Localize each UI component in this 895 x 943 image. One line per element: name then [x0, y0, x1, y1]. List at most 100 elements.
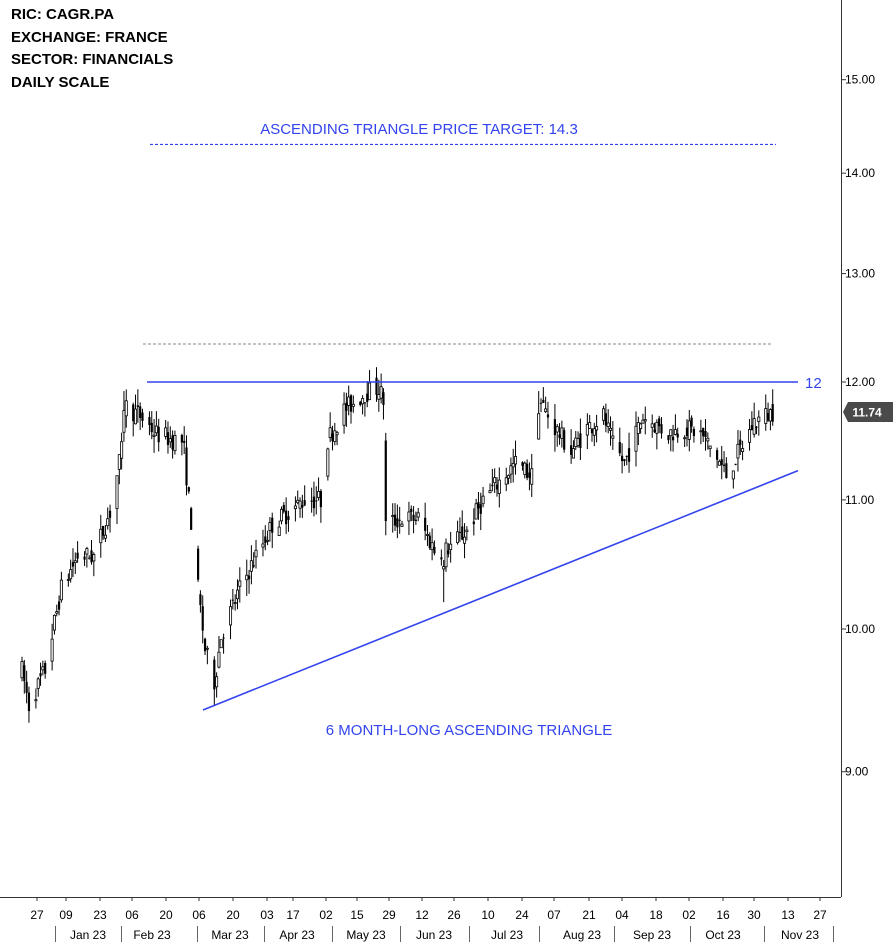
candle: [315, 486, 318, 515]
candle: [249, 545, 253, 585]
candle: [574, 431, 578, 451]
candle: [699, 419, 703, 445]
candle: [117, 454, 121, 485]
candle: [171, 430, 174, 459]
candle: [488, 483, 492, 494]
candle: [34, 688, 38, 709]
candle: [106, 507, 110, 530]
y-tick-label: 13.00: [845, 267, 875, 281]
x-axis: 27 09 23 06 20 06 20 03 17 02 15 29 12 26 10 24 07 21 04 18…: [0, 897, 841, 942]
candle: [27, 686, 31, 723]
candle: [23, 659, 26, 694]
y-tick-label: 9.00: [845, 765, 869, 779]
x-day-label: 02: [682, 908, 696, 922]
candle: [187, 486, 190, 494]
candle: [592, 422, 596, 447]
candle: [511, 448, 515, 483]
y-tick-label: 10.00: [845, 622, 875, 636]
candle: [618, 427, 621, 457]
candle: [101, 525, 105, 540]
exchange-label: EXCHANGE: FRANCE: [11, 28, 168, 46]
candle: [537, 391, 541, 440]
x-day-label: 15: [350, 908, 364, 922]
candle: [658, 415, 661, 434]
candle: [497, 467, 501, 508]
x-month-label: Jun 23: [416, 928, 452, 942]
candle: [771, 389, 774, 426]
candle: [766, 402, 770, 422]
candle: [201, 595, 204, 644]
candle: [609, 416, 613, 446]
candle: [384, 432, 387, 536]
candle: [252, 552, 255, 569]
x-month-label: Sep 23: [633, 928, 671, 942]
candle: [590, 427, 594, 442]
candle: [277, 520, 281, 536]
candle: [377, 379, 381, 412]
candle: [731, 470, 735, 489]
candle: [690, 415, 693, 433]
y-tick-label: 11.00: [845, 493, 874, 507]
candle: [398, 506, 401, 534]
candle: [36, 676, 40, 697]
candle: [103, 525, 107, 543]
candle: [254, 539, 258, 569]
candle: [180, 433, 183, 456]
candle: [298, 497, 302, 518]
candle: [190, 506, 193, 530]
candle: [185, 435, 188, 496]
candle: [326, 447, 330, 481]
candle: [391, 503, 395, 533]
candle: [205, 645, 209, 665]
last-price-value: 11.74: [852, 406, 882, 420]
candle: [602, 405, 606, 425]
candle: [261, 529, 265, 557]
candle: [752, 402, 756, 438]
candle: [755, 426, 758, 435]
candle: [465, 526, 469, 541]
x-day-label: 09: [59, 908, 73, 922]
candle: [266, 530, 270, 546]
candle: [55, 604, 59, 617]
x-day-label: 12: [415, 908, 429, 922]
candle: [92, 552, 96, 577]
candle: [219, 639, 223, 649]
y-tick-label: 12.00: [845, 375, 875, 389]
candle: [748, 419, 752, 451]
x-day-label: 26: [447, 908, 461, 922]
candle: [199, 590, 202, 613]
candle: [139, 402, 142, 430]
x-day-label: 10: [481, 908, 495, 922]
resistance-label: 12: [805, 375, 822, 392]
candle: [725, 457, 728, 479]
candle: [229, 599, 233, 640]
candle: [368, 370, 372, 401]
candle: [627, 432, 631, 473]
candle: [83, 551, 86, 567]
x-day-label: 27: [30, 908, 44, 922]
candle: [287, 510, 290, 532]
candle: [328, 412, 332, 443]
x-month-label: Apr 23: [279, 928, 315, 942]
candle: [231, 588, 234, 610]
candle: [41, 660, 45, 676]
candle: [553, 404, 557, 452]
support-trendline: [202, 469, 799, 711]
candle: [611, 421, 615, 450]
candle: [412, 506, 415, 534]
candle: [122, 391, 126, 442]
candle: [442, 559, 446, 603]
candle: [85, 546, 89, 568]
candle: [282, 502, 285, 514]
candlestick-series: [20, 367, 774, 723]
candle: [585, 413, 589, 450]
candle: [692, 426, 696, 443]
candle: [152, 419, 156, 453]
candle: [660, 417, 663, 439]
x-month-label: Feb 23: [133, 928, 171, 942]
candle: [20, 656, 24, 682]
candle: [414, 511, 417, 525]
candle: [722, 451, 726, 473]
candle: [238, 567, 242, 603]
candle: [768, 408, 772, 431]
